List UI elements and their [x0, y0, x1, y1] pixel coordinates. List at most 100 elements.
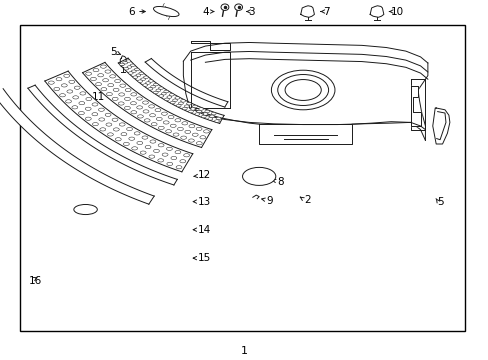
Ellipse shape	[156, 89, 161, 91]
Ellipse shape	[125, 89, 131, 92]
Ellipse shape	[54, 87, 60, 91]
Text: 3: 3	[247, 6, 254, 17]
Ellipse shape	[153, 84, 158, 86]
Ellipse shape	[153, 91, 158, 94]
Ellipse shape	[69, 80, 75, 84]
Text: 7: 7	[322, 6, 329, 17]
Ellipse shape	[123, 67, 128, 70]
Ellipse shape	[166, 162, 172, 166]
Polygon shape	[0, 89, 154, 204]
Ellipse shape	[184, 130, 190, 134]
Ellipse shape	[188, 110, 193, 113]
Ellipse shape	[176, 104, 181, 107]
Ellipse shape	[234, 4, 242, 10]
Ellipse shape	[182, 122, 187, 125]
Ellipse shape	[148, 105, 154, 108]
Ellipse shape	[79, 112, 84, 115]
Polygon shape	[82, 62, 211, 148]
Ellipse shape	[134, 132, 140, 135]
Polygon shape	[28, 85, 177, 185]
Ellipse shape	[73, 96, 79, 99]
Ellipse shape	[214, 120, 219, 122]
Ellipse shape	[80, 92, 85, 95]
Ellipse shape	[137, 141, 142, 145]
Ellipse shape	[131, 70, 136, 72]
Ellipse shape	[182, 107, 187, 110]
Ellipse shape	[188, 125, 194, 128]
Ellipse shape	[176, 166, 182, 169]
Ellipse shape	[109, 75, 115, 78]
Ellipse shape	[126, 60, 131, 62]
Ellipse shape	[188, 139, 194, 142]
Ellipse shape	[178, 102, 183, 104]
Ellipse shape	[168, 116, 174, 119]
Ellipse shape	[130, 93, 136, 96]
Ellipse shape	[203, 113, 207, 115]
Ellipse shape	[148, 80, 153, 82]
Ellipse shape	[166, 96, 171, 98]
Ellipse shape	[60, 94, 65, 97]
Ellipse shape	[113, 88, 119, 91]
Ellipse shape	[166, 147, 172, 150]
Ellipse shape	[79, 102, 84, 105]
Ellipse shape	[122, 62, 127, 64]
Text: 13: 13	[198, 197, 211, 207]
Ellipse shape	[172, 99, 177, 102]
Ellipse shape	[74, 204, 97, 215]
Ellipse shape	[192, 105, 197, 108]
Ellipse shape	[105, 113, 111, 116]
Ellipse shape	[92, 122, 98, 126]
Ellipse shape	[155, 108, 161, 112]
Ellipse shape	[177, 127, 183, 131]
Ellipse shape	[102, 78, 108, 82]
Ellipse shape	[143, 110, 149, 113]
Ellipse shape	[118, 102, 124, 105]
Ellipse shape	[195, 113, 200, 115]
Ellipse shape	[124, 97, 130, 100]
Ellipse shape	[184, 105, 189, 107]
Ellipse shape	[190, 108, 195, 110]
Ellipse shape	[153, 149, 159, 153]
Ellipse shape	[150, 140, 156, 143]
Ellipse shape	[65, 100, 71, 103]
Ellipse shape	[93, 68, 99, 72]
Ellipse shape	[180, 159, 185, 163]
Ellipse shape	[211, 112, 216, 115]
Text: 4: 4	[202, 6, 209, 17]
Ellipse shape	[175, 119, 181, 122]
Ellipse shape	[130, 64, 135, 67]
Polygon shape	[145, 59, 227, 107]
Ellipse shape	[92, 113, 98, 116]
Ellipse shape	[161, 112, 167, 115]
Ellipse shape	[203, 130, 209, 133]
Ellipse shape	[126, 127, 132, 131]
Ellipse shape	[196, 141, 202, 145]
Ellipse shape	[201, 115, 206, 118]
Ellipse shape	[123, 142, 129, 145]
Ellipse shape	[150, 85, 155, 88]
Ellipse shape	[98, 74, 103, 77]
Ellipse shape	[119, 123, 125, 126]
Polygon shape	[120, 56, 126, 67]
Ellipse shape	[119, 93, 124, 96]
Ellipse shape	[98, 108, 104, 111]
Text: 15: 15	[198, 253, 211, 263]
Ellipse shape	[139, 72, 143, 75]
Ellipse shape	[158, 159, 163, 162]
Ellipse shape	[99, 118, 104, 121]
Ellipse shape	[175, 150, 181, 154]
Ellipse shape	[112, 97, 118, 100]
Ellipse shape	[163, 121, 169, 124]
Ellipse shape	[159, 95, 163, 97]
Ellipse shape	[165, 130, 171, 133]
Ellipse shape	[136, 97, 142, 100]
Text: 8: 8	[277, 177, 284, 187]
Ellipse shape	[131, 111, 137, 114]
Ellipse shape	[130, 102, 136, 105]
Ellipse shape	[128, 137, 134, 140]
Text: 6: 6	[127, 6, 134, 17]
Ellipse shape	[145, 145, 151, 149]
Ellipse shape	[242, 167, 275, 185]
Ellipse shape	[158, 144, 163, 147]
Ellipse shape	[106, 123, 112, 126]
